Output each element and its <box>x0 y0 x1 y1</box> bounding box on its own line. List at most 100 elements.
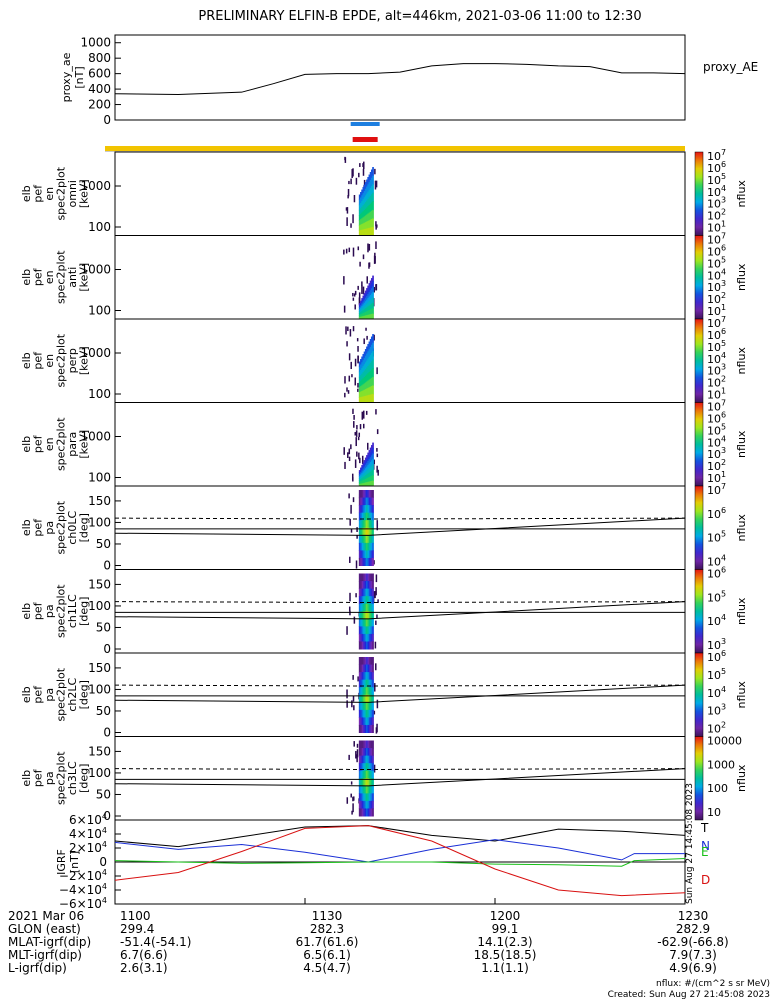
ylabel-line: pef <box>32 351 45 370</box>
en-spectrogram-cell <box>367 293 370 299</box>
pa-spectrogram-cell <box>364 588 367 597</box>
pa-ytick-label: 100 <box>88 599 111 613</box>
pa-spectrogram-cell <box>363 778 366 787</box>
pa-ytick-label: 150 <box>88 744 111 758</box>
en-spectrogram-cell <box>366 346 368 355</box>
pa-spectrogram-cell <box>360 497 363 506</box>
pa-spectrogram-cell <box>369 633 371 642</box>
ylabel-line: pef <box>32 518 45 537</box>
pa-spectrogram-cell <box>367 785 370 794</box>
en-sparse-pixel <box>359 424 362 430</box>
en-spectrogram-cell <box>369 219 372 229</box>
pa-spectrogram-cell <box>366 588 369 597</box>
pa-spectrogram-cell <box>361 793 364 802</box>
pa-spectrogram-cell <box>367 611 370 620</box>
en-sparse-pixel <box>354 304 356 310</box>
colorbar-label-text: nflux <box>735 514 748 542</box>
pa-sparse-pixel <box>348 606 351 612</box>
pa-spectrogram-cell <box>360 702 363 711</box>
en-spectrogram-cell <box>368 283 371 289</box>
en-spectrogram-cell <box>368 387 371 396</box>
en-spectrogram-cell <box>366 482 368 487</box>
pa-spectrogram-cell <box>360 512 363 521</box>
pa-spectrogram-cell <box>363 800 366 809</box>
pa-spectrogram-cell <box>364 687 367 696</box>
en-spectrogram-cell <box>372 201 374 211</box>
pa-spectrogram-cell <box>367 717 370 726</box>
pa-spectrogram-cell <box>360 664 363 673</box>
en-spectrogram-cell <box>361 303 363 307</box>
en-spectrogram-cell <box>370 336 373 346</box>
pa-spectrogram-cell <box>370 581 373 590</box>
ylabel-line: elb <box>20 436 33 453</box>
pa-spectrogram-cell <box>364 657 367 666</box>
colorbar-tick-exponent: 4 <box>721 613 726 622</box>
pa-spectrogram-cell <box>366 717 369 726</box>
en-sparse-pixel <box>366 335 368 340</box>
pa-colorbar-tick-2: 105 <box>707 667 726 682</box>
pa-sparse-pixel <box>348 754 350 760</box>
en-spectrogram-cell <box>369 461 372 468</box>
pa-sparse-pixel <box>346 797 349 804</box>
pa-spectrogram-cell <box>366 633 369 642</box>
en-spectrogram-cell <box>367 380 370 389</box>
en-spectrogram-cell <box>372 475 374 482</box>
colorbar-tick-exponent: 5 <box>721 530 726 539</box>
en-sparse-pixel <box>376 465 378 473</box>
pa-spectrogram-cell <box>371 724 374 733</box>
pa-spectrogram-cell <box>367 664 370 673</box>
pa-spectrogram-cell <box>366 603 369 612</box>
pa-spectrogram-cell <box>363 603 366 612</box>
en-spectrogram-cell <box>360 305 362 308</box>
en-spectrogram-cell <box>368 310 371 316</box>
en-panel-frame-1 <box>114 235 686 320</box>
ylabel-line: [keV] <box>78 346 91 375</box>
pa-spectrogram-cell <box>369 793 371 802</box>
en-sparse-pixel <box>358 297 361 305</box>
en-spectrogram-cell <box>369 309 372 315</box>
en-sparse-pixel <box>355 437 357 447</box>
en-spectrogram-cell <box>360 479 362 482</box>
en-spectrogram-cell <box>361 379 363 386</box>
en-spectrogram-cell <box>372 469 374 476</box>
pa-spectrogram-cell <box>361 490 364 499</box>
pa-spectrogram-cell <box>371 497 374 506</box>
colorbar-tick-exponent: 3 <box>721 363 726 372</box>
colorbar-tick-exponent: 7 <box>721 232 726 241</box>
en-spectrogram-cell <box>372 453 374 460</box>
en-spectrogram-cell <box>367 198 370 207</box>
igrf-series-T <box>114 825 686 848</box>
pa-spectrogram-cell <box>364 581 367 590</box>
en-spectrogram-cell <box>360 213 362 220</box>
pa-sparse-pixel <box>356 749 359 758</box>
pa-spectrogram-cell <box>370 740 373 749</box>
en-spectrogram-cell <box>369 187 372 197</box>
pa-spectrogram-cell <box>371 672 374 681</box>
en-spectrogram-cell <box>366 307 368 312</box>
pa-spectrogram-cell <box>370 520 373 529</box>
pa-colorbar-tick-2: 104 <box>707 685 726 700</box>
pa-spectrogram-cell <box>364 542 367 551</box>
en-spectrogram-cell <box>367 365 370 374</box>
pa-solid-line-a <box>114 517 686 536</box>
pa-spectrogram-cell <box>369 748 371 757</box>
en-spectrogram-cell <box>364 301 367 306</box>
pa-ytick-label: 150 <box>88 577 111 591</box>
en-sparse-pixel <box>347 390 350 394</box>
en-sparse-pixel <box>347 326 349 332</box>
pa-spectrogram-cell <box>364 717 367 726</box>
en-sparse-pixel <box>357 388 359 392</box>
en-spectrogram-cell <box>369 285 372 291</box>
ylabel-line: ch2LC <box>66 678 79 712</box>
en-colorbar-label-1: nflux <box>735 263 748 291</box>
pa-spectrogram-cell <box>367 694 370 703</box>
ylabel-line: omni <box>66 180 79 207</box>
en-sparse-pixel <box>354 459 357 468</box>
colorbar-label-text: nflux <box>735 263 748 291</box>
en-spectrogram-cell <box>364 389 367 397</box>
en-spectrogram-cell <box>358 209 361 216</box>
pa-spectrogram-cell <box>360 709 363 718</box>
en-sparse-pixel <box>351 169 353 179</box>
pa-sparse-pixel <box>352 803 354 813</box>
en-sparse-pixel <box>350 444 352 450</box>
